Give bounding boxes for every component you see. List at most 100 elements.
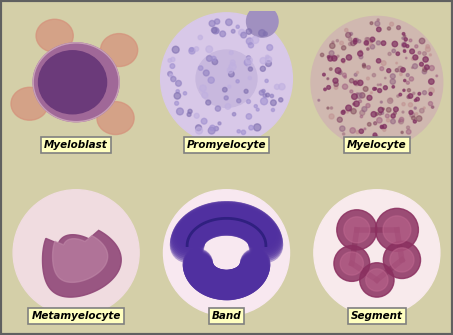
Circle shape bbox=[342, 46, 346, 50]
Circle shape bbox=[324, 88, 326, 91]
Circle shape bbox=[271, 109, 275, 112]
Circle shape bbox=[371, 92, 372, 94]
Circle shape bbox=[328, 56, 330, 58]
Circle shape bbox=[377, 19, 379, 21]
Circle shape bbox=[196, 125, 202, 131]
Circle shape bbox=[236, 25, 239, 28]
Circle shape bbox=[359, 100, 361, 103]
Circle shape bbox=[352, 94, 357, 99]
Circle shape bbox=[351, 41, 356, 46]
Circle shape bbox=[168, 59, 172, 62]
Circle shape bbox=[231, 29, 235, 33]
Circle shape bbox=[212, 59, 218, 65]
Circle shape bbox=[344, 76, 347, 78]
Circle shape bbox=[386, 114, 389, 118]
Circle shape bbox=[267, 45, 273, 51]
Circle shape bbox=[401, 131, 403, 134]
Circle shape bbox=[323, 73, 325, 76]
Circle shape bbox=[241, 32, 246, 38]
Circle shape bbox=[358, 51, 363, 56]
Circle shape bbox=[370, 40, 373, 43]
Circle shape bbox=[422, 69, 427, 74]
Circle shape bbox=[202, 92, 208, 98]
Circle shape bbox=[411, 116, 415, 120]
Circle shape bbox=[350, 128, 356, 133]
Circle shape bbox=[279, 83, 285, 90]
Circle shape bbox=[406, 81, 410, 84]
Circle shape bbox=[366, 38, 370, 42]
Circle shape bbox=[224, 96, 228, 100]
Circle shape bbox=[212, 27, 219, 34]
Circle shape bbox=[229, 51, 233, 55]
Circle shape bbox=[376, 113, 378, 115]
Circle shape bbox=[329, 51, 334, 56]
Circle shape bbox=[410, 113, 415, 117]
Circle shape bbox=[330, 43, 335, 49]
Circle shape bbox=[397, 95, 399, 97]
Circle shape bbox=[411, 67, 413, 68]
Circle shape bbox=[376, 27, 381, 32]
Circle shape bbox=[334, 86, 338, 89]
Circle shape bbox=[13, 190, 139, 316]
Circle shape bbox=[265, 56, 272, 63]
Circle shape bbox=[354, 81, 357, 85]
Circle shape bbox=[387, 69, 391, 73]
Circle shape bbox=[429, 102, 433, 106]
Circle shape bbox=[406, 130, 411, 134]
Circle shape bbox=[415, 45, 418, 48]
Circle shape bbox=[418, 51, 421, 54]
Circle shape bbox=[311, 16, 443, 148]
Circle shape bbox=[409, 39, 412, 42]
Circle shape bbox=[413, 55, 418, 60]
Circle shape bbox=[408, 94, 413, 98]
Circle shape bbox=[320, 53, 324, 57]
Circle shape bbox=[372, 73, 376, 77]
Circle shape bbox=[360, 110, 365, 115]
Circle shape bbox=[327, 85, 331, 89]
Ellipse shape bbox=[196, 50, 257, 107]
Circle shape bbox=[426, 45, 429, 48]
Circle shape bbox=[256, 108, 259, 111]
Circle shape bbox=[410, 49, 414, 54]
Circle shape bbox=[231, 60, 235, 65]
Text: Myeloblast: Myeloblast bbox=[44, 140, 108, 150]
Circle shape bbox=[380, 84, 381, 85]
Circle shape bbox=[414, 107, 416, 109]
Circle shape bbox=[378, 88, 381, 92]
Circle shape bbox=[241, 130, 246, 135]
Circle shape bbox=[260, 58, 266, 64]
Circle shape bbox=[357, 71, 359, 74]
Circle shape bbox=[275, 84, 280, 89]
Circle shape bbox=[370, 22, 373, 24]
Circle shape bbox=[329, 68, 332, 70]
Circle shape bbox=[270, 100, 276, 106]
Circle shape bbox=[379, 112, 381, 115]
Circle shape bbox=[220, 31, 226, 37]
Circle shape bbox=[367, 95, 372, 100]
Circle shape bbox=[402, 37, 404, 39]
Circle shape bbox=[366, 41, 372, 46]
Circle shape bbox=[371, 112, 376, 117]
Circle shape bbox=[342, 110, 345, 113]
Circle shape bbox=[416, 97, 419, 101]
Circle shape bbox=[383, 128, 386, 131]
Circle shape bbox=[246, 57, 252, 64]
Polygon shape bbox=[53, 236, 108, 282]
Circle shape bbox=[263, 32, 267, 36]
Circle shape bbox=[415, 113, 418, 115]
Circle shape bbox=[346, 105, 352, 111]
Circle shape bbox=[366, 77, 369, 80]
Circle shape bbox=[340, 126, 345, 131]
Circle shape bbox=[260, 66, 265, 71]
Circle shape bbox=[387, 27, 390, 30]
Circle shape bbox=[246, 6, 278, 37]
Circle shape bbox=[206, 46, 212, 53]
Circle shape bbox=[171, 57, 175, 62]
Circle shape bbox=[423, 66, 424, 68]
Circle shape bbox=[429, 54, 431, 56]
Circle shape bbox=[416, 116, 422, 121]
Circle shape bbox=[229, 71, 234, 77]
Circle shape bbox=[330, 107, 333, 109]
Circle shape bbox=[265, 55, 269, 59]
Circle shape bbox=[399, 121, 400, 122]
